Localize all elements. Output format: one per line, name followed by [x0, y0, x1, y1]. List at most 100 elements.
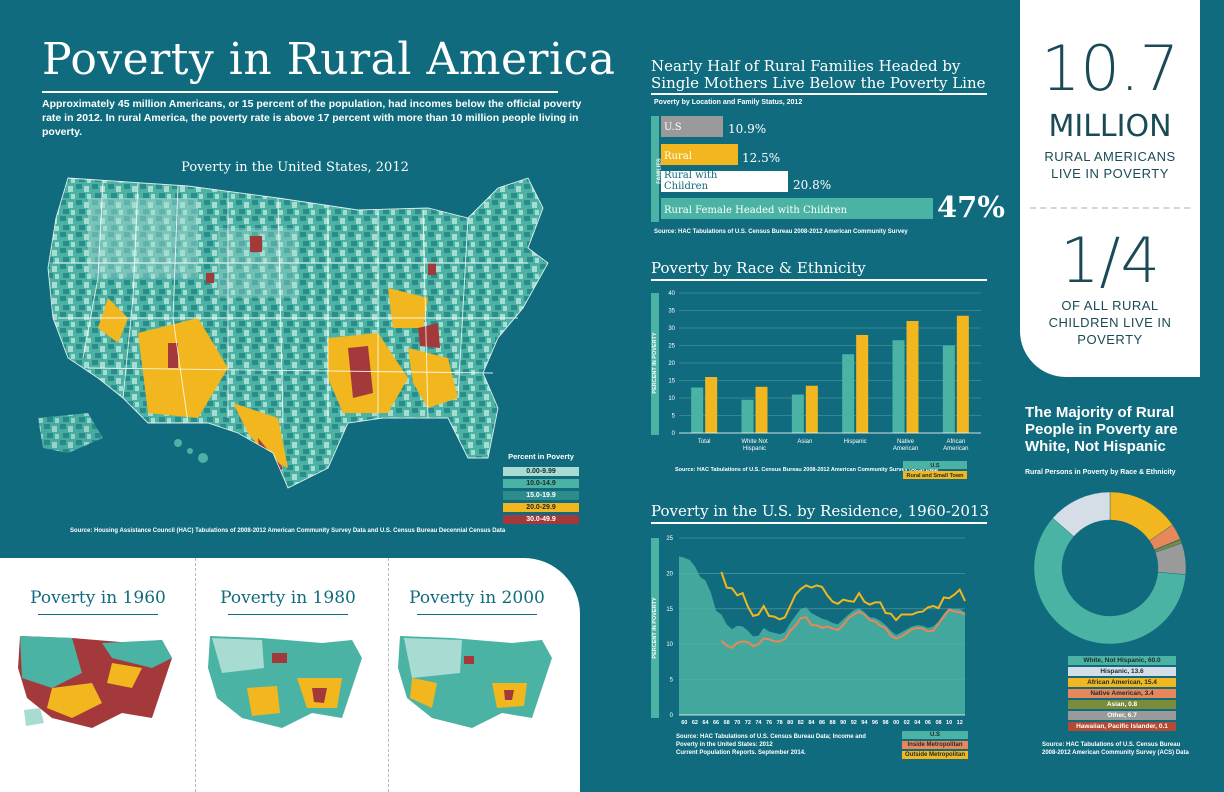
res-x-tick: 78 [777, 720, 783, 726]
majority-source: Source: HAC Tabulations of U.S. Census B… [1042, 741, 1189, 757]
res-y-tick: 5 [670, 678, 674, 684]
stat-caption: LIVE IN POVERTY [1051, 166, 1169, 181]
stat-unit: MILLION [1048, 109, 1172, 144]
race-x-tick: African [946, 439, 965, 445]
res-x-tick: 60 [681, 720, 687, 726]
historical-panel: Poverty in 1960 Poverty in 1980 Poverty … [0, 558, 580, 792]
race-y-tick: 10 [668, 396, 675, 402]
res-x-tick: 82 [798, 720, 804, 726]
race-x-tick: Hispanic [743, 446, 766, 452]
map-legend: Percent in Poverty 0.00-9.99 10.0-14.9 1… [503, 452, 579, 527]
race-bar [892, 340, 905, 433]
stat-child-poverty-number: 1/4 [1060, 224, 1160, 297]
residence-source-line: Poverty in the United States: 2012 [676, 742, 773, 748]
majority-source-line: 2008-2012 American Community Survey (ACS… [1042, 750, 1189, 756]
res-x-tick: 94 [861, 720, 868, 726]
map-title: Poverty in the United States, 2012 [181, 160, 409, 175]
res-x-tick: 74 [755, 720, 762, 726]
res-y-tick: 20 [666, 571, 673, 577]
res-x-tick: 12 [957, 720, 963, 726]
race-x-tick: Asian [797, 439, 812, 445]
race-y-tick: 40 [668, 291, 675, 297]
section-rule [651, 279, 987, 281]
res-x-tick: 90 [840, 720, 846, 726]
race-bar [791, 394, 804, 433]
race-y-tick: 5 [672, 414, 676, 420]
hist-title-1960: Poverty in 1960 [30, 588, 166, 608]
majority-subtitle: Rural Persons in Poverty by Race & Ethni… [1025, 469, 1176, 476]
intro-text: Approximately 45 million Americans, or 1… [42, 98, 582, 138]
legend-item: 10.0-14.9 [503, 479, 579, 488]
stat-caption: OF ALL RURAL [1061, 298, 1159, 313]
res-x-tick: 80 [787, 720, 793, 726]
res-x-tick: 06 [925, 720, 931, 726]
residence-chart: PERCENT IN POVERTY 0 5 10 15 20 25 60 62 64 66 68 70… [651, 536, 966, 726]
race-bar [956, 315, 969, 433]
res-x-tick: 04 [914, 720, 921, 726]
donut-legend-item: Other, 6.7 [1068, 711, 1176, 720]
race-y-tick: 30 [668, 326, 675, 332]
residence-legend-inside: Inside Metropolitan [902, 741, 968, 749]
families-bar-label: Rural with Children [664, 170, 718, 192]
res-x-tick: 08 [935, 720, 941, 726]
families-bar-label: Rural Female Headed with Children [664, 205, 848, 216]
res-y-tick: 10 [666, 642, 673, 648]
donut-slice [1033, 517, 1186, 645]
res-y-tick: 15 [666, 607, 673, 613]
hist-title-1980: Poverty in 1980 [220, 588, 356, 608]
res-y-tick: 25 [666, 536, 673, 542]
res-line [720, 608, 966, 649]
families-bar-label: Rural [664, 151, 692, 162]
families-axis-strip [651, 116, 659, 222]
race-bar [942, 345, 955, 433]
page-title: Poverty in Rural America [42, 34, 616, 85]
residence-source-line: Source: HAC Tabulations of U.S. Census B… [676, 734, 866, 740]
race-y-tick: 35 [668, 309, 675, 315]
residence-source-line: Current Population Reports. September 20… [676, 750, 806, 756]
legend-title: Percent in Poverty [508, 452, 574, 461]
res-x-tick: 96 [872, 720, 878, 726]
race-bar [805, 385, 818, 433]
res-x-tick: 10 [946, 720, 952, 726]
residence-legend-us: U.S [902, 731, 968, 739]
res-x-tick: 02 [904, 720, 910, 726]
race-x-tick: Native [897, 439, 915, 445]
residence-source: Source: HAC Tabulations of U.S. Census B… [676, 733, 866, 757]
residence-legend-outside: Outside Metropolitan [902, 751, 968, 759]
families-bar-value: 10.9% [728, 122, 767, 136]
donut-legend-item: Hispanic, 13.6 [1068, 667, 1176, 676]
stat-caption: CHILDREN LIVE IN [1048, 315, 1172, 330]
race-legend-swatch [903, 471, 967, 479]
stat-rural-poverty-number: 10.7 [1040, 32, 1180, 105]
hist-rule [38, 614, 158, 615]
families-bar-rural-children [661, 171, 788, 192]
families-source: Source: HAC Tabulations of U.S. Census B… [654, 229, 908, 235]
families-bar-female-headed [661, 198, 933, 219]
us-poverty-map [38, 177, 549, 489]
race-bar [755, 386, 768, 433]
race-source: Source: HAC Tabulations of U.S. Census B… [675, 467, 939, 473]
res-x-tick: 64 [702, 720, 709, 726]
donut-legend-item: Native American, 3.4 [1068, 689, 1176, 698]
res-x-tick: 88 [830, 720, 836, 726]
race-legend-label: Rural and Small Town [906, 473, 964, 479]
majority-title-line: People in Poverty are [1025, 421, 1178, 438]
res-x-tick: 00 [893, 720, 899, 726]
race-bar [842, 354, 855, 433]
families-bar-rural [661, 144, 738, 165]
families-subtitle: Poverty by Location and Family Status, 2… [654, 99, 803, 106]
section-rule [651, 93, 987, 95]
families-bar-us [661, 116, 723, 137]
stat-caption: POVERTY [1077, 332, 1143, 347]
donut-slice [1052, 491, 1111, 537]
res-x-tick: 84 [808, 720, 815, 726]
res-x-tick: 66 [713, 720, 719, 726]
map-1980 [208, 636, 362, 728]
legend-item: 30.0-49.9 [503, 515, 579, 524]
res-y-label: PERCENT IN POVERTY [652, 597, 658, 658]
majority-title: The Majority of Rural People in Poverty … [1025, 404, 1178, 455]
stat-caption: RURAL AMERICANS [1044, 149, 1176, 164]
race-x-tick: American [893, 446, 918, 452]
hist-rule [417, 614, 537, 615]
families-bar-value: 20.8% [793, 178, 832, 192]
